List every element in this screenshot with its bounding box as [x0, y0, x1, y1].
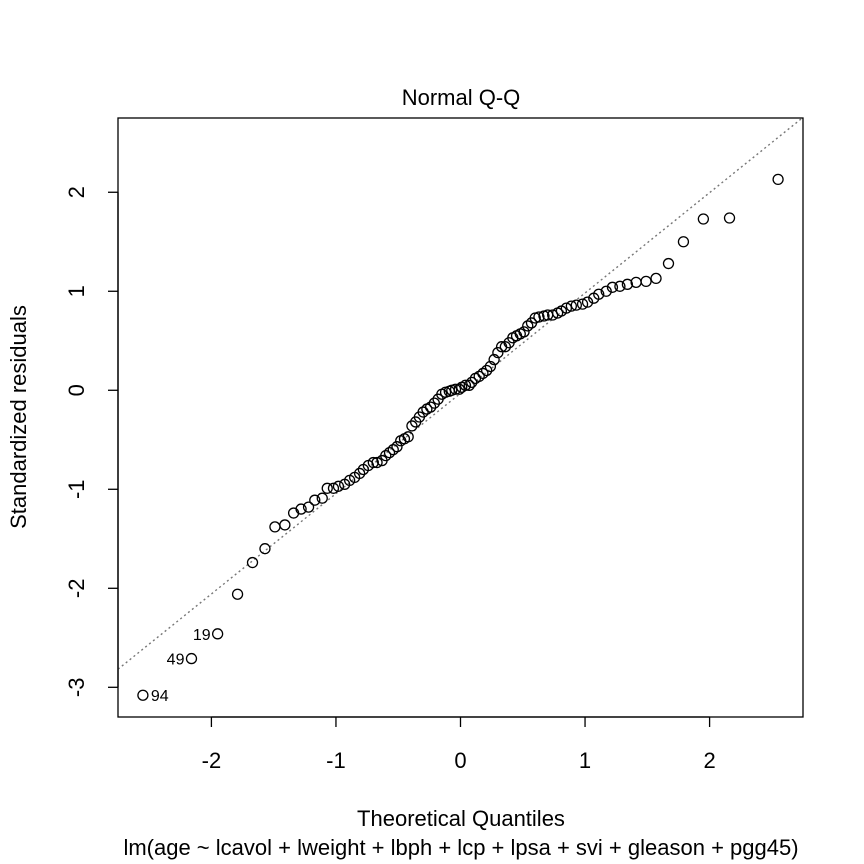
x-tick-label: -1 — [326, 748, 346, 773]
x-tick-label: 2 — [703, 748, 715, 773]
point-label: 49 — [167, 652, 185, 669]
point-labels: 94 49 19 — [151, 627, 211, 705]
data-point — [387, 444, 399, 456]
data-point — [492, 346, 504, 359]
data-point — [593, 288, 605, 300]
data-point — [402, 431, 414, 443]
data-point — [481, 364, 493, 377]
data-point — [424, 401, 437, 413]
data-point — [353, 467, 366, 480]
model-formula-subtitle: lm(age ~ lcavol + lweight + lbph + lcp +… — [123, 835, 798, 860]
data-point — [466, 376, 478, 389]
data-point — [697, 213, 710, 225]
data-point — [518, 326, 530, 338]
data-point — [576, 298, 589, 310]
data-point — [391, 441, 403, 453]
data-point — [246, 556, 259, 569]
data-point — [302, 501, 315, 513]
y-axis-label: Standardized residuals — [6, 305, 31, 529]
data-point — [321, 482, 333, 494]
data-point — [533, 311, 545, 323]
data-point — [295, 503, 307, 515]
y-tick-label: -3 — [64, 678, 89, 698]
data-point — [723, 212, 736, 224]
data-point — [677, 236, 690, 248]
data-point — [473, 370, 485, 383]
data-point — [570, 299, 582, 311]
x-tick-label: -2 — [202, 748, 222, 773]
data-point — [499, 341, 511, 353]
y-tick-label: 0 — [64, 384, 89, 396]
chart-title: Normal Q-Q — [402, 85, 521, 110]
data-point — [332, 480, 345, 492]
data-point — [309, 494, 321, 506]
data-point — [614, 280, 626, 292]
point-label: 94 — [151, 688, 169, 705]
data-point — [600, 285, 612, 297]
y-tick-label: -2 — [64, 579, 89, 599]
data-point — [259, 543, 271, 555]
data-point — [185, 652, 198, 665]
y-tick-label: 1 — [64, 285, 89, 297]
plot-frame — [117, 117, 804, 718]
data-point — [640, 275, 652, 288]
data-point — [606, 281, 619, 293]
y-tick-label: 2 — [64, 186, 89, 198]
x-tick-label: 0 — [454, 748, 466, 773]
data-point — [662, 257, 675, 270]
data-point — [621, 278, 634, 290]
data-point — [406, 420, 418, 432]
data-point — [279, 519, 291, 531]
point-label: 19 — [193, 627, 211, 644]
qq-reference-line — [117, 116, 804, 670]
reference-line-group — [117, 116, 804, 670]
data-point — [383, 446, 396, 459]
data-point — [453, 383, 465, 395]
data-points — [137, 173, 784, 701]
y-axis: -3 -2 -1 0 1 2 — [64, 186, 119, 698]
data-point — [367, 456, 379, 469]
data-point — [560, 302, 573, 314]
data-point — [211, 628, 224, 640]
data-point — [371, 456, 383, 469]
data-point — [488, 353, 500, 366]
data-point — [477, 367, 489, 380]
data-point — [484, 360, 497, 373]
data-point — [231, 588, 244, 600]
data-point — [772, 173, 784, 186]
data-point — [428, 397, 440, 409]
data-point — [650, 272, 662, 285]
x-tick-label: 1 — [579, 748, 591, 773]
data-point — [380, 449, 392, 462]
data-point — [137, 689, 149, 701]
data-point — [522, 320, 534, 332]
data-point — [463, 379, 475, 391]
x-axis: -2 -1 0 1 2 — [202, 716, 716, 773]
data-point — [581, 296, 594, 308]
data-point — [327, 482, 340, 494]
x-axis-label: Theoretical Quantiles — [357, 806, 565, 831]
data-point — [565, 300, 577, 312]
y-tick-label: -1 — [64, 479, 89, 499]
data-point — [269, 521, 281, 533]
data-point — [316, 492, 328, 504]
data-point — [459, 379, 472, 391]
data-point — [449, 383, 462, 395]
